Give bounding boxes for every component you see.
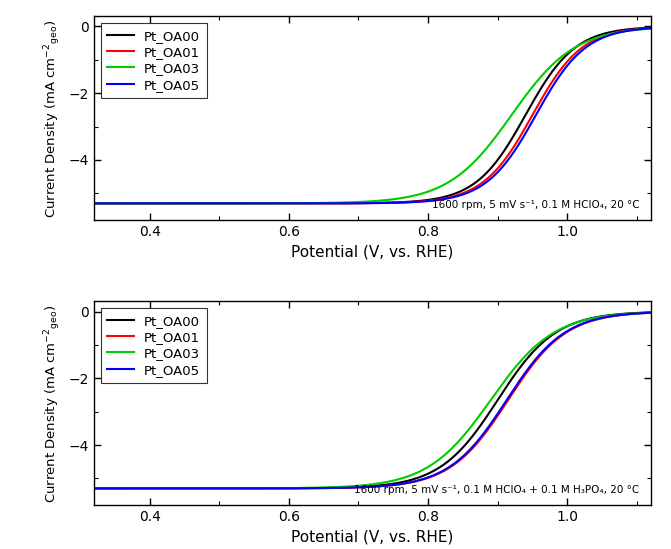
Pt_OA03 bbox=[147, 485, 155, 492]
Pt_OA00 bbox=[534, 343, 542, 350]
Text: 1600 rpm, 5 mV s⁻¹, 0.1 M HClO₄ + 0.1 M H₃PO₄, 20 °C: 1600 rpm, 5 mV s⁻¹, 0.1 M HClO₄ + 0.1 M … bbox=[354, 485, 639, 495]
Pt_OA01 bbox=[336, 485, 344, 491]
Legend: Pt_OA00, Pt_OA01, Pt_OA03, Pt_OA05: Pt_OA00, Pt_OA01, Pt_OA03, Pt_OA05 bbox=[101, 23, 207, 98]
Pt_OA03 bbox=[472, 416, 480, 423]
Line: Pt_OA05: Pt_OA05 bbox=[94, 313, 651, 489]
Pt_OA05 bbox=[472, 439, 480, 446]
Line: Pt_OA05: Pt_OA05 bbox=[94, 28, 651, 203]
Line: Pt_OA00: Pt_OA00 bbox=[94, 312, 651, 489]
Pt_OA01 bbox=[315, 485, 323, 491]
Pt_OA01 bbox=[472, 441, 480, 447]
Pt_OA05 bbox=[315, 200, 323, 206]
Pt_OA05 bbox=[472, 186, 480, 192]
Pt_OA03 bbox=[336, 199, 344, 206]
Y-axis label: Current Density (mA cm$^{-2}$$_\mathregular{geo}$): Current Density (mA cm$^{-2}$$_\mathregu… bbox=[42, 304, 63, 502]
X-axis label: Potential (V, vs. RHE): Potential (V, vs. RHE) bbox=[291, 529, 454, 545]
Pt_OA03 bbox=[534, 76, 542, 83]
Line: Pt_OA03: Pt_OA03 bbox=[94, 29, 651, 203]
Pt_OA01 bbox=[524, 367, 532, 374]
Pt_OA00 bbox=[472, 428, 480, 434]
Pt_OA01 bbox=[315, 200, 323, 206]
Pt_OA00 bbox=[90, 200, 98, 206]
Pt_OA01 bbox=[534, 102, 542, 108]
Pt_OA03 bbox=[90, 485, 98, 492]
Pt_OA03 bbox=[534, 340, 542, 347]
Pt_OA03 bbox=[336, 484, 344, 490]
Text: 1600 rpm, 5 mV s⁻¹, 0.1 M HClO₄, 20 °C: 1600 rpm, 5 mV s⁻¹, 0.1 M HClO₄, 20 °C bbox=[432, 200, 639, 210]
Pt_OA05 bbox=[90, 200, 98, 206]
Pt_OA00 bbox=[147, 200, 155, 206]
Pt_OA00 bbox=[147, 485, 155, 492]
Pt_OA05 bbox=[336, 200, 344, 206]
Pt_OA05 bbox=[524, 125, 532, 132]
Pt_OA01 bbox=[534, 355, 542, 361]
Pt_OA03 bbox=[524, 89, 532, 96]
Line: Pt_OA00: Pt_OA00 bbox=[94, 27, 651, 203]
Pt_OA00 bbox=[336, 200, 344, 206]
Pt_OA05 bbox=[315, 485, 323, 491]
Pt_OA05 bbox=[647, 310, 655, 316]
Pt_OA05 bbox=[147, 485, 155, 492]
Line: Pt_OA03: Pt_OA03 bbox=[94, 312, 651, 489]
X-axis label: Potential (V, vs. RHE): Potential (V, vs. RHE) bbox=[291, 244, 454, 260]
Pt_OA00 bbox=[315, 200, 323, 206]
Pt_OA03 bbox=[147, 200, 155, 206]
Pt_OA01 bbox=[647, 310, 655, 316]
Pt_OA01 bbox=[147, 485, 155, 492]
Pt_OA00 bbox=[647, 24, 655, 31]
Pt_OA05 bbox=[147, 200, 155, 206]
Pt_OA01 bbox=[90, 200, 98, 206]
Pt_OA01 bbox=[647, 25, 655, 31]
Pt_OA03 bbox=[315, 200, 323, 206]
Pt_OA05 bbox=[647, 25, 655, 31]
Pt_OA00 bbox=[472, 178, 480, 185]
Pt_OA03 bbox=[647, 25, 655, 32]
Pt_OA00 bbox=[524, 107, 532, 114]
Pt_OA03 bbox=[472, 156, 480, 163]
Y-axis label: Current Density (mA cm$^{-2}$$_\mathregular{geo}$): Current Density (mA cm$^{-2}$$_\mathregu… bbox=[42, 19, 63, 217]
Pt_OA00 bbox=[534, 89, 542, 96]
Pt_OA00 bbox=[315, 485, 323, 491]
Line: Pt_OA01: Pt_OA01 bbox=[94, 28, 651, 203]
Pt_OA03 bbox=[647, 309, 655, 316]
Pt_OA01 bbox=[524, 119, 532, 126]
Line: Pt_OA01: Pt_OA01 bbox=[94, 313, 651, 489]
Pt_OA05 bbox=[336, 485, 344, 491]
Pt_OA00 bbox=[647, 309, 655, 316]
Legend: Pt_OA00, Pt_OA01, Pt_OA03, Pt_OA05: Pt_OA00, Pt_OA01, Pt_OA03, Pt_OA05 bbox=[101, 308, 207, 383]
Pt_OA01 bbox=[472, 183, 480, 190]
Pt_OA03 bbox=[90, 200, 98, 206]
Pt_OA00 bbox=[336, 484, 344, 491]
Pt_OA05 bbox=[524, 365, 532, 372]
Pt_OA05 bbox=[534, 108, 542, 114]
Pt_OA05 bbox=[90, 485, 98, 492]
Pt_OA03 bbox=[524, 350, 532, 356]
Pt_OA00 bbox=[524, 354, 532, 361]
Pt_OA01 bbox=[147, 200, 155, 206]
Pt_OA01 bbox=[336, 200, 344, 206]
Pt_OA03 bbox=[315, 484, 323, 491]
Pt_OA00 bbox=[90, 485, 98, 492]
Pt_OA01 bbox=[90, 485, 98, 492]
Pt_OA05 bbox=[534, 353, 542, 360]
